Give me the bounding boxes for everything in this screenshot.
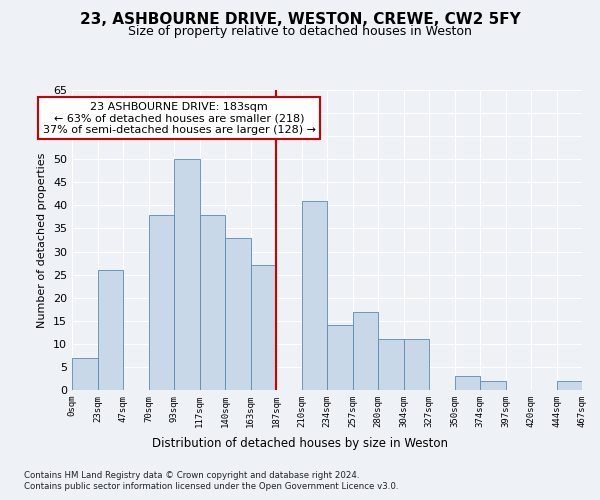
Bar <box>557 381 582 390</box>
Text: 23 ASHBOURNE DRIVE: 183sqm
← 63% of detached houses are smaller (218)
37% of sem: 23 ASHBOURNE DRIVE: 183sqm ← 63% of deta… <box>43 102 316 134</box>
Y-axis label: Number of detached properties: Number of detached properties <box>37 152 47 328</box>
Bar <box>455 376 480 390</box>
Bar <box>480 381 505 390</box>
Bar <box>302 201 327 390</box>
Bar <box>72 358 97 390</box>
Bar <box>353 312 378 390</box>
Text: 23, ASHBOURNE DRIVE, WESTON, CREWE, CW2 5FY: 23, ASHBOURNE DRIVE, WESTON, CREWE, CW2 … <box>80 12 520 28</box>
Bar <box>174 159 199 390</box>
Text: Distribution of detached houses by size in Weston: Distribution of detached houses by size … <box>152 438 448 450</box>
Text: Contains public sector information licensed under the Open Government Licence v3: Contains public sector information licen… <box>24 482 398 491</box>
Text: Size of property relative to detached houses in Weston: Size of property relative to detached ho… <box>128 25 472 38</box>
Bar <box>378 339 404 390</box>
Bar <box>149 214 174 390</box>
Bar <box>251 266 276 390</box>
Bar <box>327 326 353 390</box>
Bar <box>97 270 123 390</box>
Bar <box>199 214 225 390</box>
Text: Contains HM Land Registry data © Crown copyright and database right 2024.: Contains HM Land Registry data © Crown c… <box>24 471 359 480</box>
Bar <box>404 339 429 390</box>
Bar <box>225 238 251 390</box>
